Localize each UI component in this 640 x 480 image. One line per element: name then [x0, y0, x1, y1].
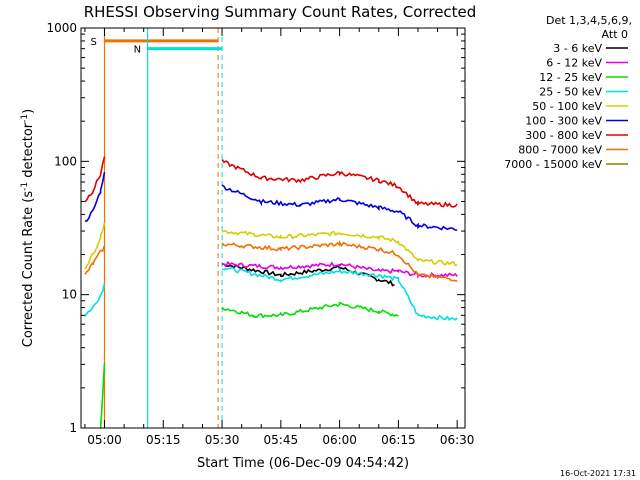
x-tick-label: 05:45 [264, 433, 299, 447]
legend-label: 7000 - 15000 keV [504, 158, 602, 171]
legend-label: 100 - 300 keV [525, 115, 602, 128]
marker-label-s: S [91, 37, 97, 48]
x-tick-label: 05:15 [146, 433, 181, 447]
legend-header-line2: Att 0 [602, 28, 628, 41]
legend-label: 6 - 12 keV [546, 57, 602, 70]
x-tick-label: 06:30 [440, 433, 475, 447]
plot-content: SN [84, 28, 458, 429]
y-axis-label: Corrected Count Rate (s-1 detector-1) [20, 109, 36, 347]
timestamp: 16-Oct-2021 17:31 [560, 469, 636, 478]
series-line-6-1 [221, 158, 458, 208]
marker-label-n: N [134, 45, 141, 56]
x-axis-label: Start Time (06-Dec-09 04:54:42) [197, 456, 409, 471]
series-line-7-1 [221, 239, 458, 283]
series-line-4-1 [221, 230, 458, 267]
legend-header: Det 1,3,4,5,6,9, Att 0 [546, 14, 632, 41]
y-tick-label: 10 [62, 288, 77, 302]
legend-label: 25 - 50 keV [539, 86, 602, 99]
series-line-5-1 [221, 184, 458, 231]
y-tick-label: 1000 [46, 21, 77, 35]
series-line-4-0 [84, 222, 106, 270]
series-line-2-1 [221, 301, 399, 319]
legend-label: 3 - 6 keV [553, 42, 602, 55]
chart-title: RHESSI Observing Summary Count Rates, Co… [84, 3, 477, 21]
plot-frame [80, 27, 466, 429]
y-tick-label: 1 [69, 421, 77, 435]
series-line-7-0 [84, 245, 106, 275]
legend-label: 300 - 800 keV [525, 129, 602, 142]
series-line-3-1 [221, 266, 458, 322]
legend-label: 50 - 100 keV [532, 100, 602, 113]
x-tick-label: 06:15 [381, 433, 416, 447]
y-axis: 1 10 100 1000 [46, 21, 465, 435]
series-line-2-0 [99, 362, 106, 429]
series-line-6-0 [84, 156, 106, 203]
x-tick-label: 06:00 [322, 433, 357, 447]
series-line-3-0 [84, 283, 106, 317]
x-axis: 05:00 05:15 05:30 05:45 06:00 06:15 06:30 [84, 28, 475, 447]
x-tick-label: 05:30 [205, 433, 240, 447]
legend-label: 800 - 7000 keV [518, 144, 602, 157]
x-tick-label: 05:00 [87, 433, 122, 447]
legend-label: 12 - 25 keV [539, 71, 602, 84]
series-line-5-0 [84, 172, 106, 222]
y-tick-label: 100 [54, 154, 77, 168]
legend-header-line1: Det 1,3,4,5,6,9, [546, 14, 632, 27]
